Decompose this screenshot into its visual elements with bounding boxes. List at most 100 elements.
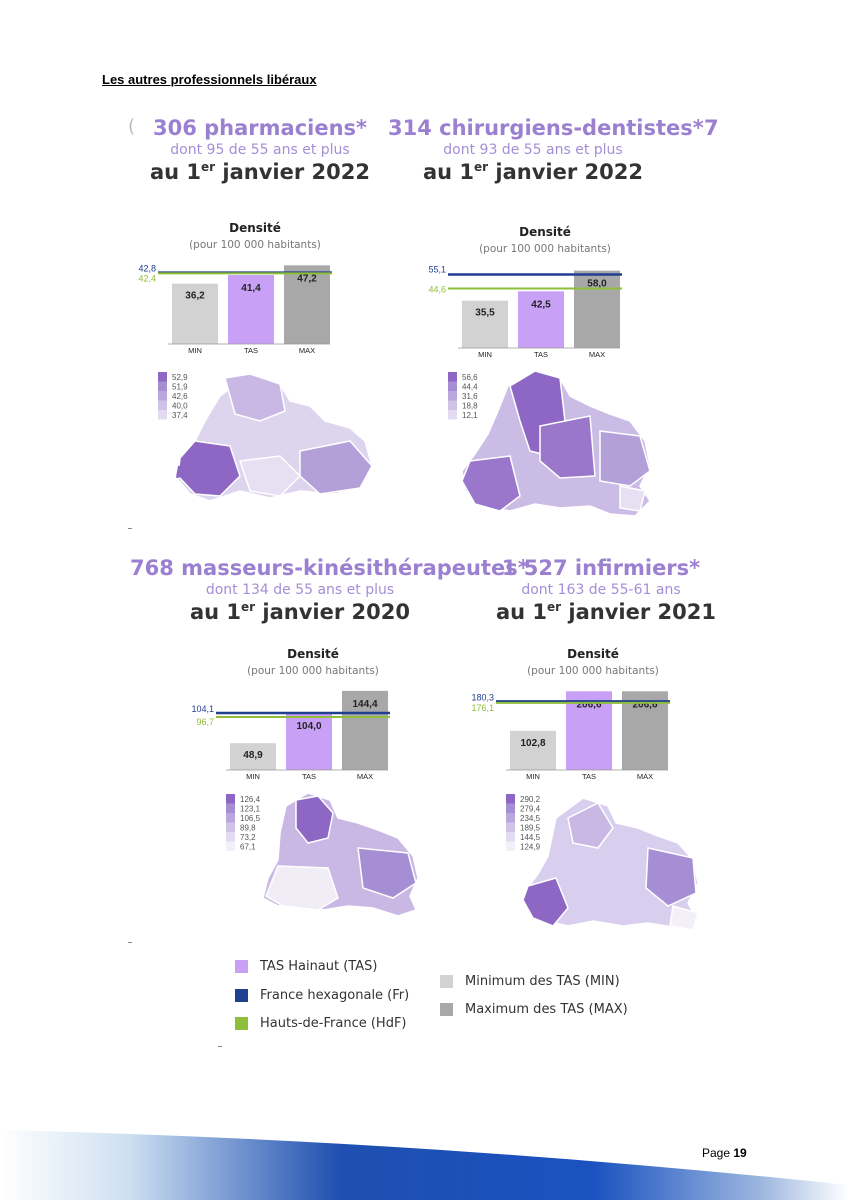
map-legend-label: 89,8: [240, 824, 256, 833]
panel-pharmaciens: 306 pharmaciens* dont 95 de 55 ans et pl…: [150, 116, 370, 184]
legend-swatch: [235, 1017, 248, 1030]
density-chart-kines: Densité (pour 100 000 habitants) MIN 48,9 TA…: [191, 647, 390, 781]
category-label: TAS: [534, 350, 548, 359]
map-legend-swatch: [226, 794, 235, 804]
map-region: [599, 430, 651, 487]
density-chart-dentistes: Densité (pour 100 000 habitants) MIN 35,5 TA…: [428, 225, 622, 359]
map-legend: 52,951,942,640,037,4: [158, 372, 188, 420]
category-label: MIN: [478, 350, 492, 359]
bar-min: [462, 300, 508, 348]
panel-subtitle: dont 163 de 55-61 ans: [521, 582, 681, 598]
density-chart-infirmiers: Densité (pour 100 000 habitants) MIN 102,8 T…: [471, 647, 670, 781]
map-region: [461, 455, 521, 512]
map-region: [567, 802, 614, 849]
map-legend-swatch: [506, 794, 515, 804]
panel-subtitle: dont 93 de 55 ans et plus: [443, 142, 623, 158]
category-label: TAS: [244, 346, 258, 355]
map-legend-swatch: [506, 841, 515, 851]
bar-value-label: 41,4: [241, 283, 261, 294]
map-legend-label: 290,2: [520, 795, 541, 804]
map-legend-swatch: [226, 841, 235, 851]
panel-subtitle: dont 134 de 55 ans et plus: [205, 582, 395, 598]
category-label: MAX: [299, 346, 315, 355]
bar-tas: [228, 275, 274, 344]
map-region: [522, 877, 569, 927]
map-legend-label: 44,4: [462, 383, 478, 392]
legend-item-hdf: Hauts-de-France (HdF): [235, 1016, 407, 1031]
bar-min: [510, 730, 556, 770]
map-region: [669, 905, 699, 931]
bar-value-label: 104,0: [296, 721, 321, 732]
stray-tick: [128, 942, 132, 943]
bar-min: [230, 743, 276, 770]
map-legend-swatch: [158, 372, 167, 382]
map-legend-label: 234,5: [520, 814, 541, 823]
hdf-value-label: 44,6: [428, 285, 446, 295]
map-legend-label: 52,9: [172, 373, 188, 382]
map-legend-swatch: [158, 391, 167, 401]
category-label: MIN: [526, 772, 540, 781]
map-legend-label: 144,5: [520, 833, 541, 842]
panel-infirmiers: 1 527 infirmiers* dont 163 de 55-61 ans …: [496, 556, 716, 624]
chart-title: Densité: [287, 647, 339, 661]
bar-value-label: 206,6: [576, 699, 601, 710]
bar-tas: [566, 691, 612, 770]
bar-tas: [286, 713, 332, 770]
map-legend-label: 12,1: [462, 411, 478, 420]
legend-swatch: [440, 975, 453, 988]
fr-value-label: 104,1: [191, 704, 214, 714]
fr-value-label: 180,3: [471, 692, 494, 702]
map-region: [619, 485, 646, 512]
map-legend-label: 124,9: [520, 843, 541, 852]
chart-subtitle: (pour 100 000 habitants): [247, 665, 379, 677]
bar-max: [342, 690, 388, 770]
map-region: [357, 847, 417, 899]
map-pharmaciens: 52,951,942,640,037,4: [158, 372, 373, 502]
legend-item-fr: France hexagonale (Fr): [235, 988, 409, 1003]
map-legend-swatch: [226, 822, 235, 832]
map-legend-swatch: [158, 381, 167, 391]
fr-value-label: 42,8: [138, 264, 156, 274]
map-region: [177, 440, 241, 497]
legend-swatch: [440, 1003, 453, 1016]
map-legend-swatch: [448, 372, 457, 382]
map-legend-swatch: [226, 813, 235, 823]
map-legend-label: 73,2: [240, 833, 256, 842]
map-legend-label: 40,0: [172, 402, 188, 411]
map-region: [539, 415, 596, 479]
map-legend-swatch: [158, 410, 167, 420]
bar-value-label: 102,8: [520, 738, 545, 749]
category-label: TAS: [582, 772, 596, 781]
hdf-value-label: 42,4: [138, 273, 156, 283]
bar-value-label: 58,0: [587, 279, 607, 290]
legend-swatch: [235, 989, 248, 1002]
bar-max: [622, 691, 668, 770]
bar-min: [172, 283, 218, 344]
map-region: [645, 847, 697, 907]
bar-value-label: 42,5: [531, 299, 551, 310]
legend-swatch: [235, 960, 248, 973]
map-legend-label: 37,4: [172, 411, 188, 420]
map-legend-label: 31,6: [462, 392, 478, 401]
hdf-value-label: 96,7: [196, 717, 214, 727]
bar-max: [574, 270, 620, 348]
bar-max: [284, 265, 330, 344]
bar-value-label: 47,2: [297, 273, 317, 284]
chart-title: Densité: [229, 221, 281, 235]
hdf-value-label: 176,1: [471, 703, 494, 713]
map-legend-swatch: [506, 803, 515, 813]
legend-item-min: Minimum des TAS (MIN): [440, 974, 620, 989]
panel-dentistes: 314 chirurgiens-dentistes* dont 93 de 55…: [388, 116, 704, 184]
stray-tick: [128, 528, 132, 529]
map-region: [224, 373, 286, 422]
map-legend-swatch: [506, 832, 515, 842]
category-label: MIN: [246, 772, 260, 781]
chart-subtitle: (pour 100 000 habitants): [189, 239, 321, 251]
map-region: [176, 464, 190, 478]
map-legend-label: 42,6: [172, 392, 188, 401]
panel-title: 1 527 infirmiers*: [501, 556, 701, 580]
map-legend: 56,644,431,618,812,1: [448, 372, 478, 420]
panel-date: au 1er janvier 2022: [423, 160, 643, 184]
fr-value-label: 55,1: [428, 265, 446, 275]
